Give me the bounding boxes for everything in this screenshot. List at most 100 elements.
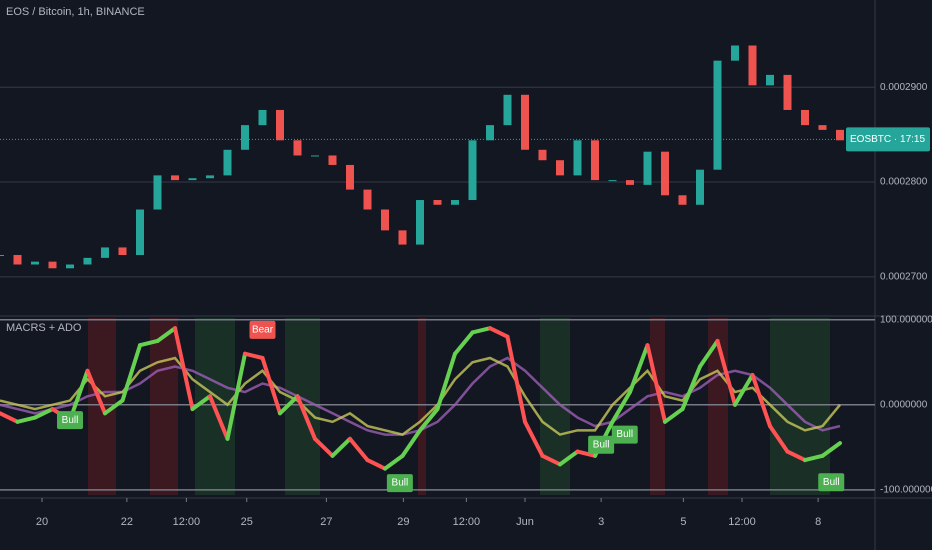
candle xyxy=(608,180,617,182)
oscillator-segment xyxy=(330,436,352,458)
candle xyxy=(276,109,284,141)
x-tick-label: 22 xyxy=(121,516,133,528)
oscillator-segment xyxy=(715,338,737,407)
signal-label-box xyxy=(386,474,413,493)
x-tick-label: 5 xyxy=(680,516,686,528)
oscillator-segment xyxy=(400,428,422,458)
candle xyxy=(381,209,389,231)
candle xyxy=(678,195,687,205)
oscillator-segment xyxy=(488,326,510,339)
candle xyxy=(486,125,494,141)
oscillator-segment xyxy=(680,364,702,412)
oscillator-segment xyxy=(260,355,282,416)
candle xyxy=(696,169,704,205)
signal-label: Bull xyxy=(616,429,633,440)
oscillator-segment xyxy=(208,394,230,441)
y-tick-label: 0.0000000 xyxy=(880,399,928,410)
signal-label-box xyxy=(57,411,83,430)
signal-label-box xyxy=(611,425,638,444)
oscillator-segment xyxy=(698,338,720,369)
x-tick-label: 12:00 xyxy=(453,516,481,528)
oscillator-segment xyxy=(103,398,125,416)
candle xyxy=(311,155,319,157)
x-tick-label: 12:00 xyxy=(173,516,201,528)
candle xyxy=(538,149,547,161)
oscillator-segment xyxy=(278,394,300,416)
candle xyxy=(661,151,669,196)
oscillator-segment xyxy=(295,394,317,441)
oscillator-segment xyxy=(505,334,527,424)
signal-label: Bull xyxy=(392,478,409,489)
oscillator-segment xyxy=(173,326,195,412)
oscillator-segment xyxy=(645,343,667,424)
candle xyxy=(748,45,757,86)
oscillator-segment xyxy=(225,351,247,441)
candle xyxy=(153,175,162,210)
candle xyxy=(801,109,809,126)
signal-label: Bull xyxy=(593,439,610,450)
candle xyxy=(206,175,214,179)
candle xyxy=(521,94,529,150)
price-tag-label: EOSBTC · 17:15 xyxy=(850,134,925,145)
signal-label-box xyxy=(588,435,615,454)
x-tick-label: 29 xyxy=(397,516,409,528)
x-tick-label: 25 xyxy=(241,516,253,528)
candle xyxy=(433,200,442,205)
oscillator-segment xyxy=(190,394,212,412)
candle xyxy=(223,149,232,176)
candle xyxy=(241,125,249,150)
oscillator-segment xyxy=(820,441,842,458)
candle xyxy=(48,261,57,269)
candle xyxy=(31,261,39,265)
candle xyxy=(13,255,22,265)
candle xyxy=(346,164,354,190)
oscillator-segment xyxy=(733,373,755,407)
oscillator-segment xyxy=(558,449,580,467)
candle xyxy=(731,45,739,61)
oscillator-segment xyxy=(313,436,335,458)
oscillator-segment xyxy=(243,351,265,360)
candle xyxy=(66,264,74,269)
price-tag xyxy=(846,127,930,152)
oscillator-segment xyxy=(750,373,772,429)
x-tick-label: Jun xyxy=(516,516,534,528)
candle xyxy=(556,160,564,176)
oscillator-segment xyxy=(610,390,632,424)
chart-title: EOS / Bitcoin, 1h, BINANCE xyxy=(6,6,145,18)
y-tick-label: 0.0002800 xyxy=(880,177,928,188)
oscillator-segment xyxy=(418,407,440,433)
y-tick-label: -100.0000000 xyxy=(880,485,932,496)
oscillator-segment xyxy=(15,415,37,424)
candle xyxy=(626,180,634,185)
oscillator-segment xyxy=(435,351,457,412)
candle xyxy=(766,74,774,86)
candle xyxy=(83,257,92,265)
candle xyxy=(416,200,424,245)
y-tick-label: 0.0002700 xyxy=(880,271,928,282)
oscillator-segment xyxy=(785,449,807,463)
oscillator-line xyxy=(0,356,841,436)
oscillator-segment xyxy=(85,368,107,416)
candle xyxy=(503,94,512,126)
signal-label-box xyxy=(818,473,845,492)
oscillator-segment xyxy=(470,326,492,335)
oscillator-segment xyxy=(575,449,597,458)
y-tick-label: 0.0002900 xyxy=(880,82,928,93)
oscillator-segment xyxy=(155,326,177,343)
oscillator-segment xyxy=(663,407,685,424)
y-tick-label: 100.0000000 xyxy=(880,314,932,325)
signal-label-box xyxy=(249,320,276,339)
oscillator-segment xyxy=(365,458,387,471)
candle xyxy=(818,125,827,130)
candle xyxy=(468,140,477,201)
candle xyxy=(0,255,4,257)
signal-label: Bull xyxy=(62,415,79,426)
oscillator-segment xyxy=(383,453,405,471)
candle xyxy=(591,140,599,181)
oscillator-segment xyxy=(33,407,55,420)
oscillator-segment xyxy=(628,343,650,395)
indicator-title: MACRS + ADO xyxy=(6,322,82,334)
candle xyxy=(398,230,407,245)
oscillator-segment xyxy=(768,424,790,454)
candle xyxy=(363,189,372,210)
